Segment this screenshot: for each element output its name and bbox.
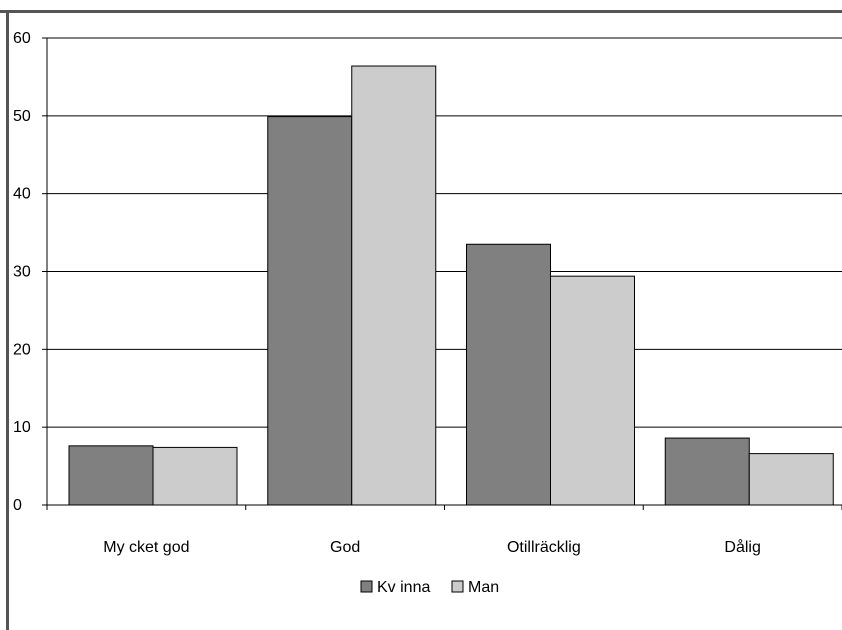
legend-label-kvinna: Kv inna: [377, 579, 430, 596]
y-axis-ticks: 0 10 20 30 40 50 60: [13, 30, 47, 514]
x-axis-labels: My cket god God Otillräcklig Dålig: [103, 538, 761, 556]
bar-man-1: [152, 446, 238, 506]
y-tick-label: 0: [13, 497, 22, 514]
bar-man-2: [351, 65, 437, 506]
y-tick-label: 30: [13, 264, 31, 281]
bar-man-3: [550, 275, 635, 506]
y-tick-label: 40: [13, 186, 31, 203]
top-border: [0, 10, 842, 13]
y-tick-label: 20: [13, 341, 31, 358]
axes: [46, 38, 842, 510]
bars: [68, 65, 834, 506]
x-category-label: My cket god: [103, 539, 189, 556]
x-category-label: Otillräcklig: [507, 539, 581, 556]
y-tick-label: 10: [13, 419, 31, 436]
legend: Kv inna Man: [360, 579, 499, 596]
left-border: [6, 10, 9, 630]
y-tick-label: 60: [13, 30, 31, 47]
bar-kvinna-3: [466, 243, 551, 506]
x-category-label: God: [330, 539, 360, 556]
gridlines: [47, 37, 842, 428]
bar-kvinna-1: [68, 445, 154, 506]
bar-man-4: [748, 453, 834, 506]
legend-swatch-man: [451, 580, 464, 593]
x-category-label: Dålig: [724, 538, 760, 556]
bar-kvinna-2: [267, 116, 353, 506]
y-tick-label: 50: [13, 108, 31, 125]
bar-kvinna-4: [664, 437, 750, 506]
legend-label-man: Man: [468, 579, 499, 596]
legend-swatch-kvinna: [360, 580, 373, 593]
chart-frame: [0, 10, 842, 630]
